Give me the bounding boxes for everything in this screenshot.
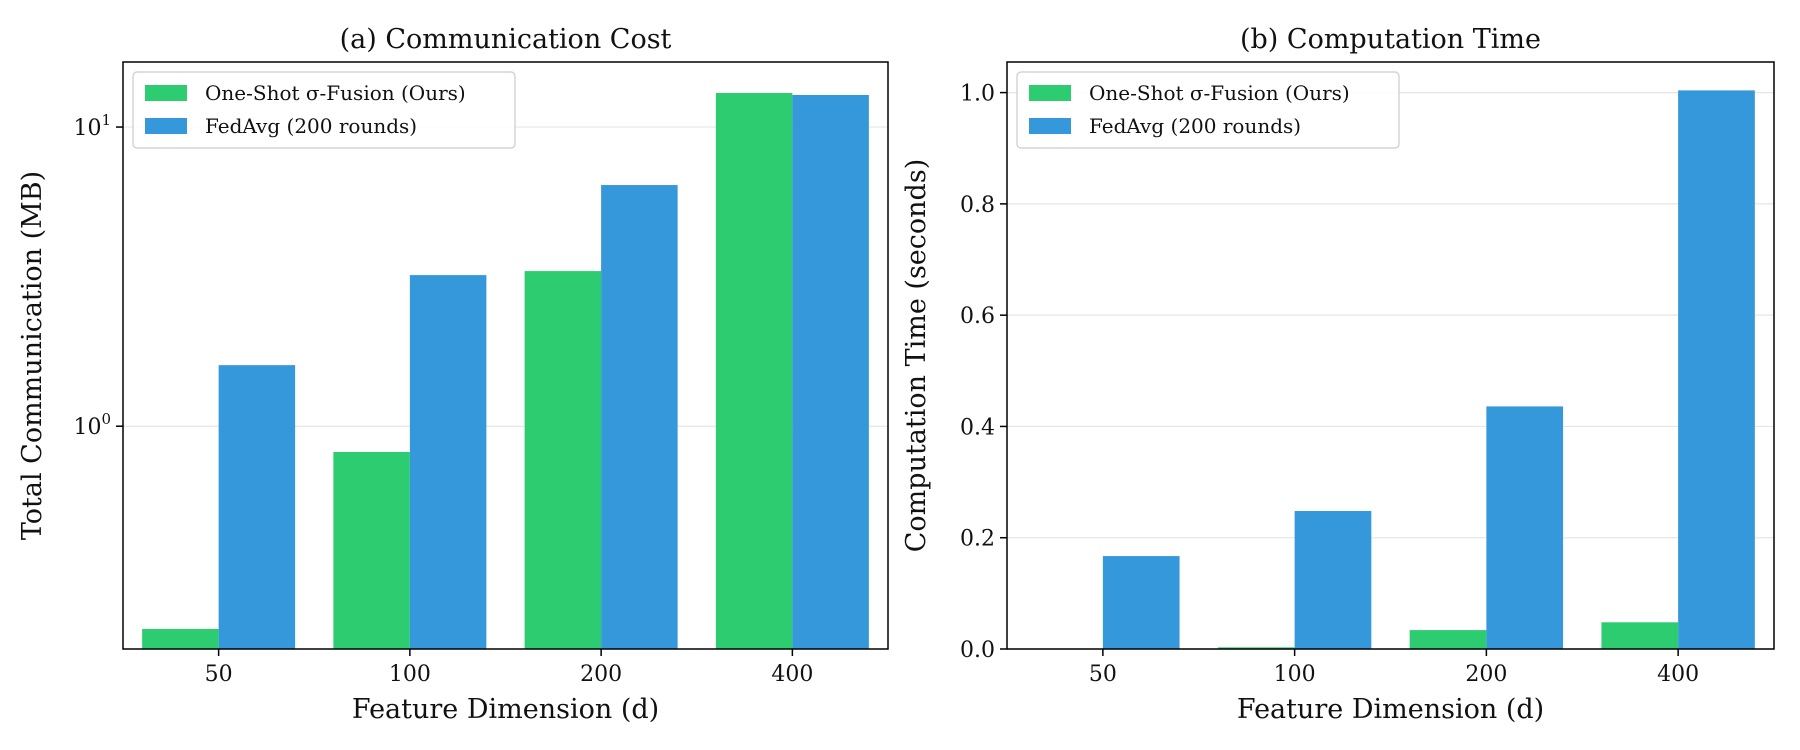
y-tick-label: 0.4 bbox=[960, 415, 995, 440]
y-ticks: 0.0 0.2 0.4 0.6 0.8 1.0 bbox=[960, 82, 1007, 663]
bar-fedavg-400 bbox=[1678, 90, 1755, 650]
bar-fedavg-50 bbox=[1102, 556, 1180, 649]
bar-fedavg-50 bbox=[218, 365, 296, 649]
x-tick-label: 100 bbox=[389, 662, 431, 687]
legend-box bbox=[1016, 71, 1400, 149]
bar-fedavg-100 bbox=[409, 275, 487, 649]
bar-fedavg-400 bbox=[792, 94, 869, 649]
bar-fedavg-100 bbox=[1294, 511, 1372, 649]
bar-one-shot-100 bbox=[333, 451, 410, 649]
chart-computation-time: 0.0 0.2 0.4 0.6 0.8 1.0 50 100 200 400 (b) Compu… bbox=[901, 24, 1775, 725]
x-ticks: 50 100 200 400 bbox=[205, 649, 813, 687]
legend-label-fedavg: FedAvg (200 rounds) bbox=[1089, 114, 1301, 138]
legend: One-Shot σ-Fusion (Ours) FedAvg (200 rou… bbox=[132, 71, 516, 149]
legend: One-Shot σ-Fusion (Ours) FedAvg (200 rou… bbox=[1016, 71, 1400, 149]
bars bbox=[142, 92, 869, 649]
y-tick-label: 0.8 bbox=[960, 193, 995, 218]
chart-title: (a) Communication Cost bbox=[340, 24, 672, 55]
bar-one-shot-400 bbox=[715, 92, 793, 649]
x-tick-label: 100 bbox=[1274, 662, 1316, 687]
bars bbox=[1026, 90, 1755, 650]
y-tick-label: 1.0 bbox=[960, 82, 995, 107]
legend-swatch-one-shot bbox=[145, 85, 187, 101]
bar-one-shot-50 bbox=[142, 628, 219, 649]
legend-swatch-one-shot bbox=[1029, 85, 1071, 101]
legend-swatch-fedavg bbox=[1029, 118, 1071, 134]
x-tick-label: 50 bbox=[1089, 662, 1117, 687]
y-tick-label: 101 bbox=[73, 111, 111, 141]
legend-label-fedavg: FedAvg (200 rounds) bbox=[205, 114, 417, 138]
bar-one-shot-200 bbox=[524, 271, 602, 649]
x-tick-label: 400 bbox=[1657, 662, 1699, 687]
bar-fedavg-200 bbox=[601, 185, 678, 649]
x-tick-label: 50 bbox=[205, 662, 233, 687]
y-axis-label: Total Communication (MB) bbox=[17, 171, 48, 540]
y-tick-label: 0.2 bbox=[960, 527, 995, 552]
y-tick-label: 100 bbox=[73, 410, 111, 440]
legend-box bbox=[132, 71, 516, 149]
x-axis-label: Feature Dimension (d) bbox=[1237, 694, 1544, 725]
bar-one-shot-100 bbox=[1217, 647, 1295, 649]
plot-frame bbox=[122, 61, 889, 650]
legend-label-one-shot: One-Shot σ-Fusion (Ours) bbox=[205, 81, 466, 105]
legend-swatch-fedavg bbox=[145, 118, 187, 134]
legend-label-one-shot: One-Shot σ-Fusion (Ours) bbox=[1089, 81, 1350, 105]
y-tick-label: 0.6 bbox=[960, 304, 995, 329]
bar-one-shot-400 bbox=[1601, 622, 1679, 649]
y-axis-label: Computation Time (seconds) bbox=[901, 159, 932, 552]
y-tick-label: 0.0 bbox=[960, 638, 995, 663]
y-ticks: 100 101 bbox=[73, 111, 123, 440]
bar-one-shot-200 bbox=[1409, 630, 1487, 649]
x-axis-label: Feature Dimension (d) bbox=[352, 694, 659, 725]
x-tick-label: 200 bbox=[1465, 662, 1507, 687]
x-tick-label: 400 bbox=[771, 662, 813, 687]
x-ticks: 50 100 200 400 bbox=[1089, 649, 1699, 687]
chart-title: (b) Computation Time bbox=[1240, 24, 1541, 55]
plot-frame bbox=[1006, 61, 1775, 650]
chart-communication-cost: 100 101 50 100 200 400 (a) Communication Cos… bbox=[17, 24, 889, 725]
x-tick-label: 200 bbox=[580, 662, 622, 687]
bar-fedavg-200 bbox=[1486, 406, 1564, 649]
